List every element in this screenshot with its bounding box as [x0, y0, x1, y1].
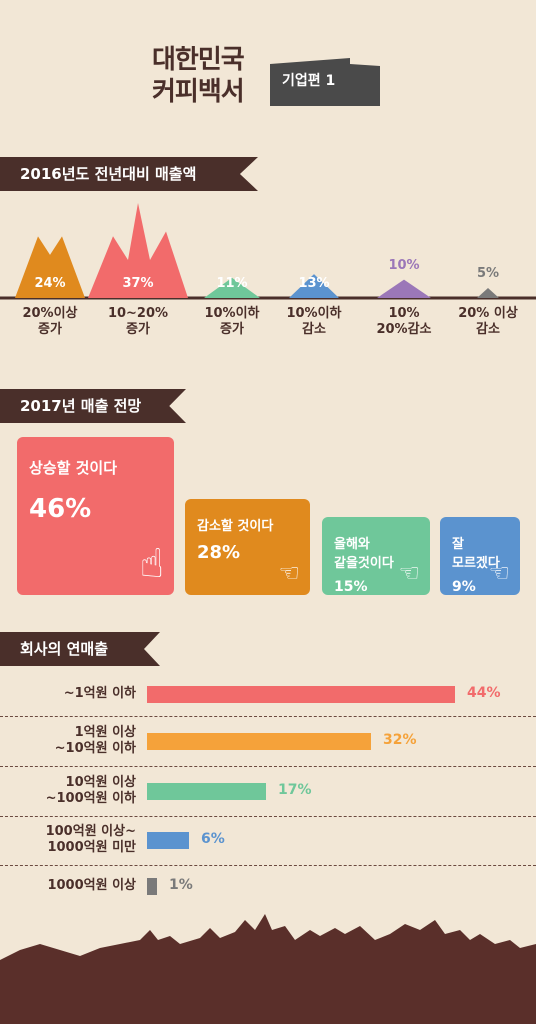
revenue-category-label: ~1억원 이하 — [63, 686, 136, 701]
revenue-bar — [147, 878, 157, 895]
forecast-card: 잘 모르겠다 9% ☜ — [440, 517, 520, 595]
chart-mark-1 — [88, 203, 188, 298]
edition-badge — [270, 58, 380, 106]
section-title: 회사의 연매출 — [20, 640, 109, 658]
revenue-bar-value: 17% — [278, 782, 312, 798]
chart-data-label: 24% — [34, 276, 66, 291]
section-banner-sales-2016: 2016년도 전년대비 매출액 — [0, 157, 258, 191]
hand-up-icon: ☝ — [139, 541, 164, 587]
revenue-bar-value: 44% — [467, 685, 501, 701]
revenue-bar — [147, 686, 455, 703]
hand-pointing-icon: ☜ — [278, 558, 300, 587]
sales-2016-chart — [0, 203, 536, 300]
page-title: 대한민국 커피백서 — [152, 45, 245, 107]
chart-data-label: 10% — [388, 257, 420, 273]
forecast-card: 감소할 것이다 28% ☜ — [185, 498, 310, 595]
chart-category-label: 20%이상 증가 — [22, 306, 78, 337]
forecast-card-value: 28% — [197, 541, 241, 563]
chart-mark-0 — [15, 236, 85, 298]
hand-pointing-icon: ☜ — [488, 559, 510, 587]
hand-pointing-icon: ☜ — [398, 559, 420, 587]
revenue-bar — [147, 783, 266, 800]
forecast-card: 올해와 같을것이다 15% ☜ — [322, 517, 430, 595]
revenue-category-label: 1억원 이상 ~10억원 이하 — [54, 725, 136, 756]
forecast-card-label: 올해와 같을것이다 — [334, 537, 394, 571]
revenue-bar-value: 6% — [201, 831, 225, 847]
revenue-bar — [147, 733, 371, 750]
chart-data-label: 11% — [216, 276, 248, 291]
revenue-bar-value: 1% — [169, 877, 193, 893]
forecast-card-label: 감소할 것이다 — [197, 518, 274, 534]
chart-data-label: 13% — [298, 276, 330, 291]
row-divider — [0, 816, 536, 817]
chart-category-label: 10%이하 증가 — [204, 306, 260, 337]
revenue-category-label: 10억원 이상 ~100억원 이하 — [45, 775, 136, 806]
chart-category-label: 10%이하 감소 — [286, 306, 342, 337]
section-title: 2017년 매출 전망 — [20, 397, 142, 415]
chart-mark-5 — [477, 288, 499, 298]
revenue-bar — [147, 832, 189, 849]
chart-data-label: 37% — [122, 276, 154, 291]
chart-mark-2 — [204, 277, 260, 298]
forecast-card-label: 잘 모르겠다 — [452, 537, 500, 571]
chart-category-label: 10~20% 증가 — [107, 306, 169, 337]
chart-category-label: 20% 이상 감소 — [458, 306, 518, 337]
edition-label: 기업편 1 — [282, 73, 336, 89]
chart-category-label: 10% 20%감소 — [376, 306, 432, 337]
chart-mark-4 — [377, 279, 431, 298]
revenue-category-label: 100억원 이상~ 1000억원 미만 — [45, 824, 136, 855]
section-banner-forecast-2017: 2017년 매출 전망 — [0, 389, 186, 423]
revenue-category-label: 1000억원 이상 — [47, 878, 136, 893]
chart-mark-3 — [289, 274, 339, 298]
forecast-card-value: 9% — [452, 579, 476, 595]
row-divider — [0, 716, 536, 717]
section-title: 2016년도 전년대비 매출액 — [20, 165, 197, 183]
row-divider — [0, 865, 536, 866]
row-divider — [0, 766, 536, 767]
forecast-card-label: 상승할 것이다 — [29, 459, 118, 477]
forecast-card-value: 46% — [29, 494, 92, 524]
city-skyline-illustration — [0, 914, 536, 1024]
forecast-card-value: 15% — [334, 579, 368, 595]
forecast-card: 상승할 것이다 46% ☝ — [17, 437, 174, 595]
revenue-bar-value: 32% — [383, 732, 417, 748]
section-banner-annual-revenue: 회사의 연매출 — [0, 632, 160, 666]
chart-data-label: 5% — [476, 266, 500, 281]
